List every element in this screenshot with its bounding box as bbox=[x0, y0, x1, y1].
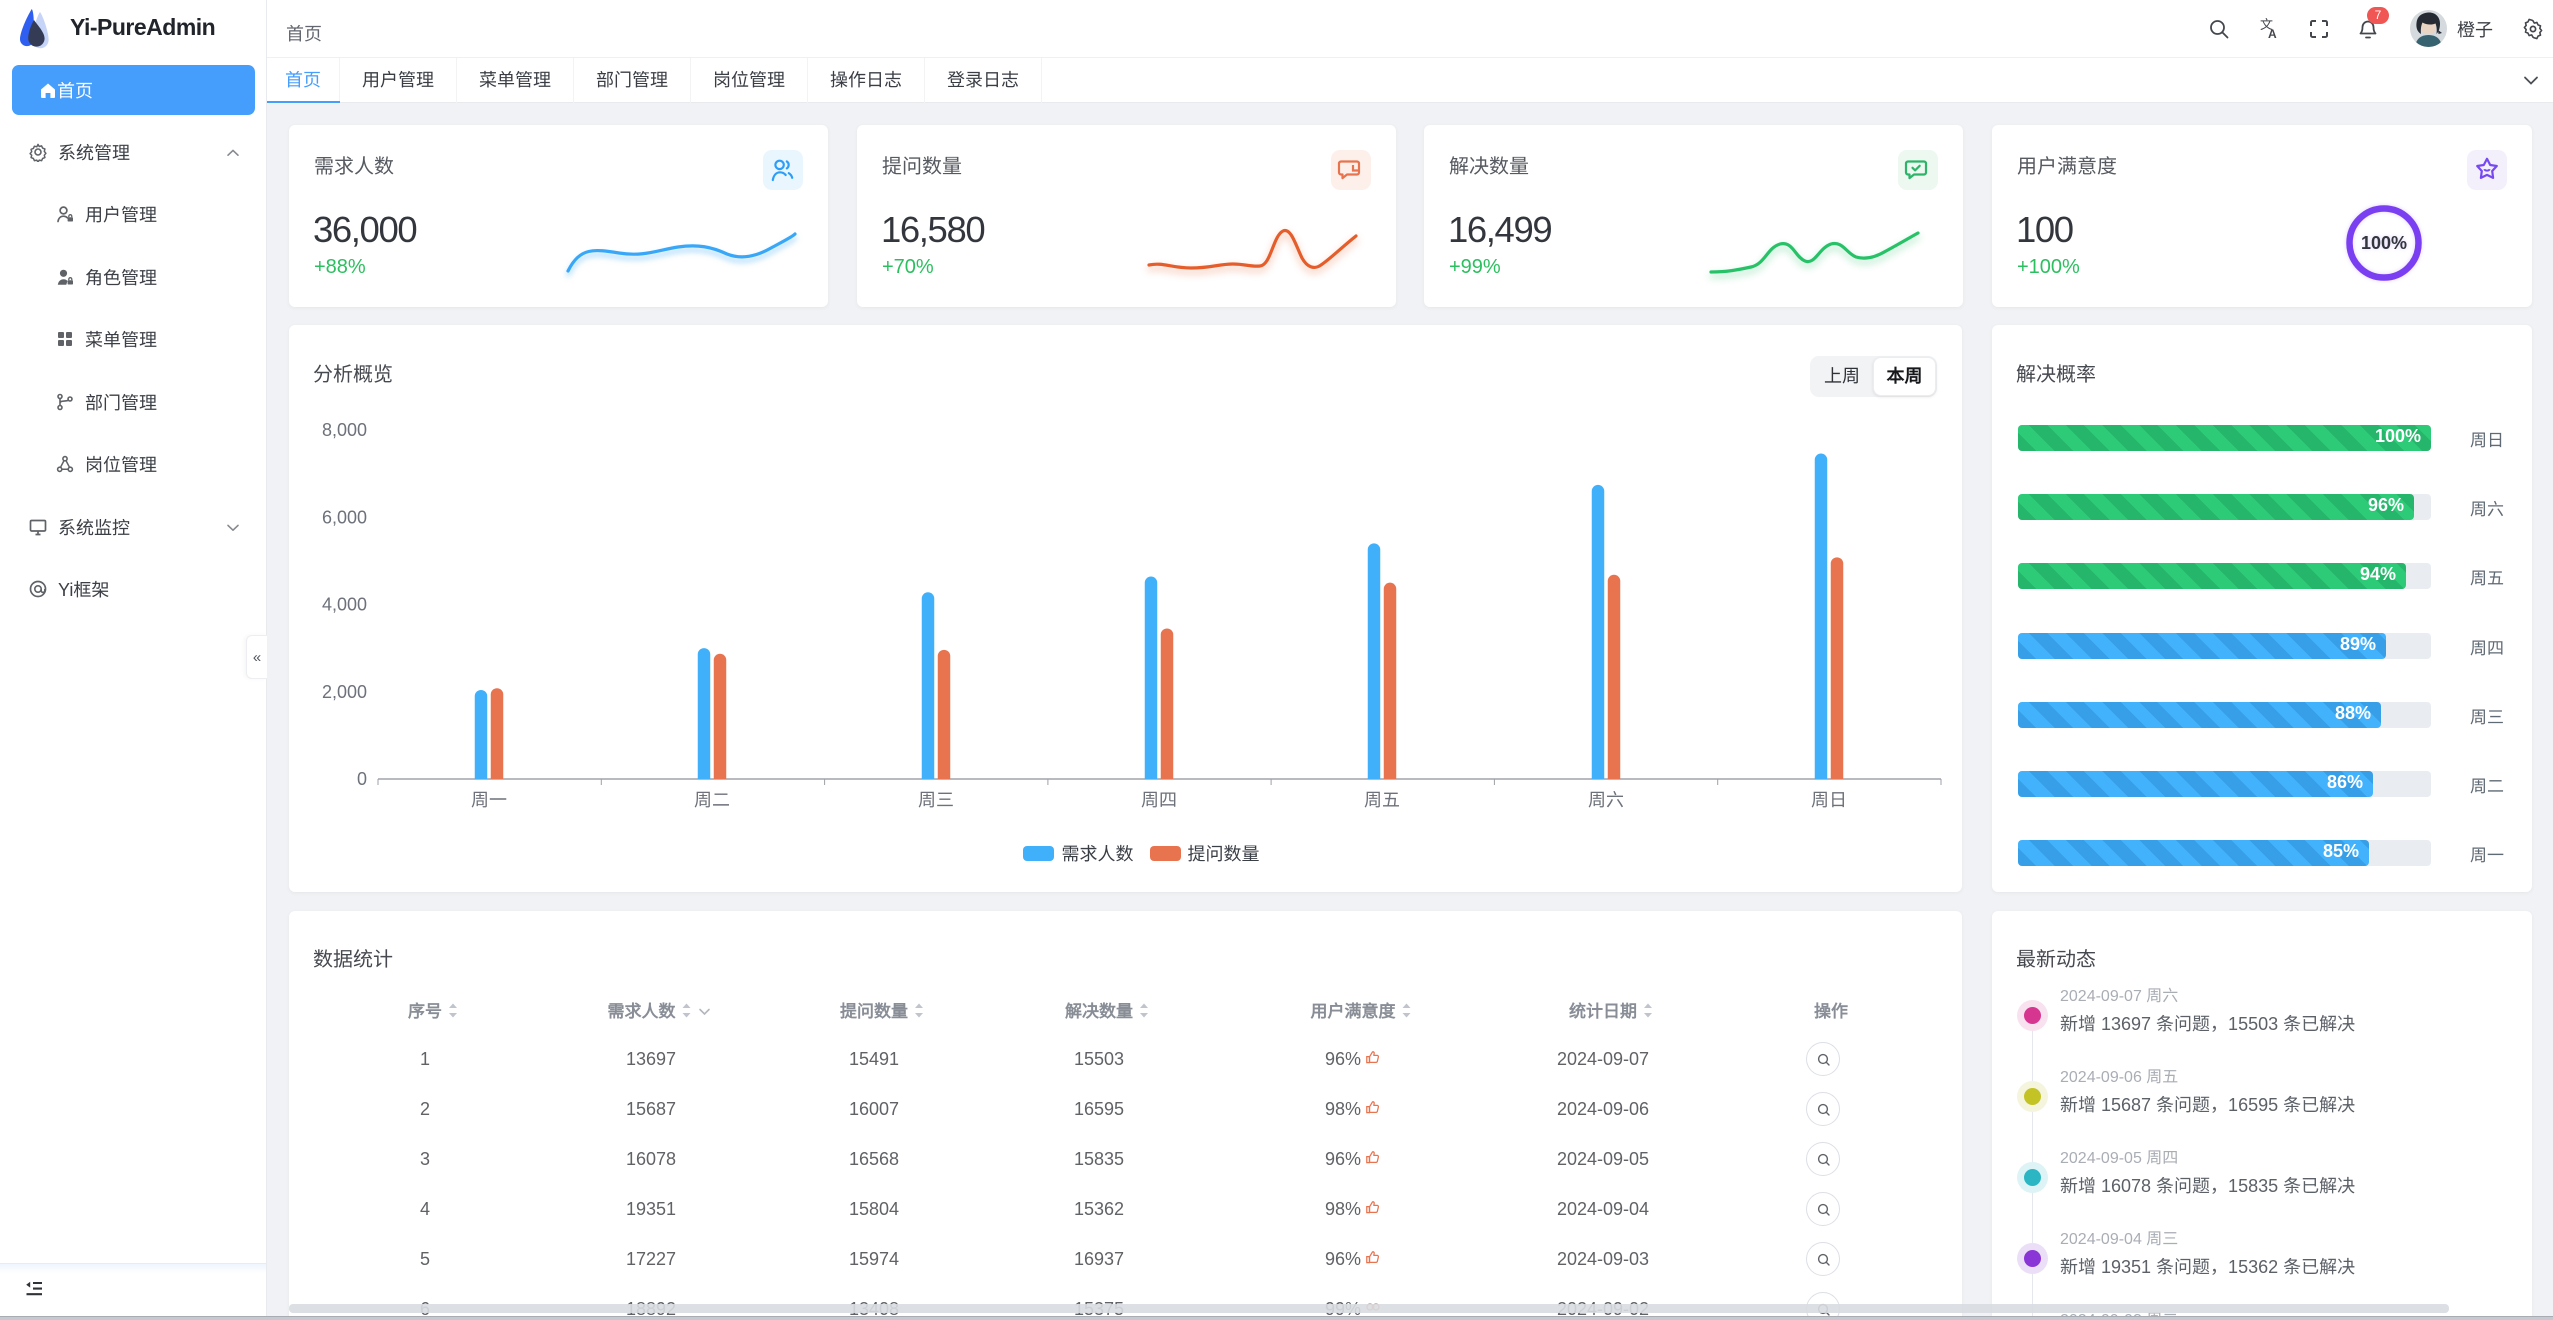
svg-text:周一: 周一 bbox=[471, 790, 507, 810]
svg-text:0: 0 bbox=[357, 769, 367, 789]
svg-text:4,000: 4,000 bbox=[322, 595, 367, 615]
svg-text:周六: 周六 bbox=[1588, 790, 1624, 810]
svg-text:周五: 周五 bbox=[1364, 790, 1400, 810]
svg-text:周二: 周二 bbox=[694, 790, 730, 810]
svg-text:A: A bbox=[2268, 27, 2277, 41]
svg-text:周四: 周四 bbox=[1141, 790, 1177, 810]
svg-text:6,000: 6,000 bbox=[322, 507, 367, 527]
svg-text:8,000: 8,000 bbox=[322, 420, 367, 440]
svg-text:100%: 100% bbox=[2361, 233, 2407, 253]
svg-text:文: 文 bbox=[2260, 17, 2273, 33]
svg-text:周日: 周日 bbox=[1811, 790, 1847, 810]
svg-text:周三: 周三 bbox=[918, 790, 954, 810]
svg-text:2,000: 2,000 bbox=[322, 682, 367, 702]
